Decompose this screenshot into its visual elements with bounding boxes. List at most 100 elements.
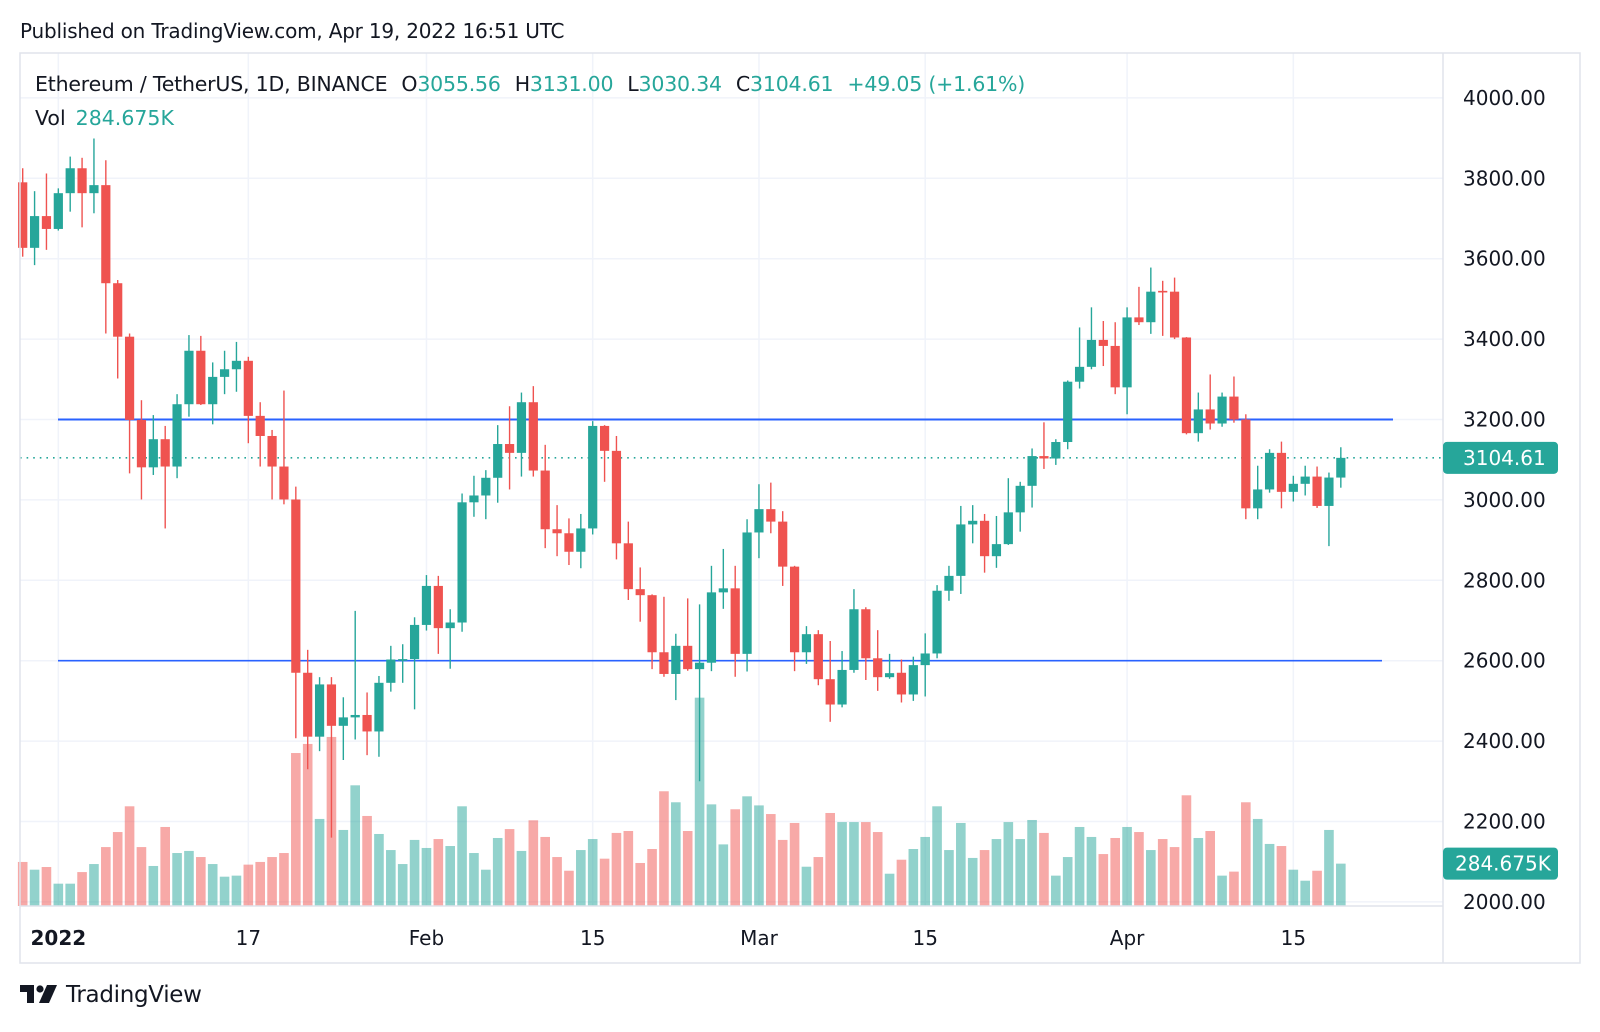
y-tick-label: 3800.00: [1463, 166, 1546, 190]
volume-bar: [908, 849, 919, 906]
candle: [576, 513, 586, 569]
candle-body: [172, 404, 182, 467]
candle: [184, 335, 194, 417]
candle: [778, 511, 788, 586]
volume-bar: [231, 875, 242, 906]
volume-bar: [671, 802, 681, 906]
candle-body: [1003, 512, 1013, 545]
candle: [1205, 374, 1215, 430]
candle: [18, 168, 28, 257]
candle-body: [1039, 456, 1049, 459]
candle-body: [599, 425, 610, 451]
candle-body: [433, 585, 443, 629]
candle: [1324, 472, 1334, 547]
volume-bar: [576, 850, 586, 906]
candle: [968, 505, 978, 544]
close-label: C: [735, 72, 751, 96]
candle: [1027, 448, 1037, 508]
candle-body: [1169, 291, 1180, 338]
candle: [314, 677, 325, 752]
volume-bar: [267, 857, 277, 906]
time-axis: 2022 17 Feb 15 Mar 15 Apr 15: [30, 926, 1306, 950]
candle-body: [671, 645, 681, 674]
x-tick-label: Mar: [740, 926, 779, 950]
volume-bar: [433, 839, 444, 906]
candle-body: [754, 509, 764, 533]
candle-body: [979, 520, 990, 557]
candle: [374, 675, 384, 757]
volume-bar: [682, 831, 693, 906]
volume-bar: [1039, 832, 1049, 906]
candle: [457, 493, 467, 632]
volume-bar: [932, 806, 942, 906]
volume-bar: [647, 849, 657, 906]
candle-body: [1158, 290, 1168, 293]
volume-bar: [884, 873, 895, 906]
volume-bar: [1122, 826, 1132, 906]
x-tick-label: 15: [912, 926, 937, 950]
horizontal-lines: [20, 418, 1443, 662]
volume-bar: [124, 806, 135, 906]
last-price-badge-text: 3104.61: [1463, 446, 1546, 470]
volume-bar: [53, 883, 64, 906]
change-value: +49.05 (+1.61%): [847, 72, 1026, 96]
volume-bar: [516, 850, 527, 906]
candle-body: [1229, 396, 1239, 420]
candle: [433, 575, 443, 654]
volume-bar: [291, 753, 301, 906]
open-label: O: [401, 72, 418, 96]
candle: [1110, 322, 1120, 395]
high-label: H: [514, 72, 530, 96]
y-tick-label: 4000.00: [1463, 86, 1546, 110]
candle-body: [314, 684, 325, 737]
volume-bar: [421, 847, 432, 906]
candle-body: [291, 499, 301, 673]
volume-bar: [1027, 819, 1037, 906]
volume-bar: [504, 829, 515, 906]
volume-bar: [255, 861, 265, 906]
candle: [77, 157, 87, 228]
volume-bar: [801, 866, 812, 906]
candle: [101, 160, 111, 334]
volume-bar: [967, 857, 978, 906]
volume-bar: [587, 839, 598, 906]
candle: [279, 390, 289, 505]
published-caption: Published on TradingView.com, Apr 19, 20…: [20, 19, 565, 43]
candle-body: [873, 658, 883, 678]
candle: [231, 341, 242, 392]
candle: [445, 609, 455, 669]
candle: [1288, 475, 1298, 502]
last-volume-badge-text: 284.675K: [1455, 852, 1552, 876]
candle: [243, 356, 253, 444]
candle: [421, 575, 432, 631]
candle: [386, 645, 396, 692]
volume-bar: [65, 883, 75, 906]
candle: [1336, 447, 1346, 488]
candle: [1181, 337, 1192, 435]
candle-body: [789, 566, 800, 653]
candle: [1146, 267, 1156, 334]
candle: [1122, 307, 1132, 415]
x-tick-label: 2022: [30, 926, 86, 950]
volume-bar: [944, 850, 954, 906]
candle-body: [136, 419, 147, 468]
candle-body: [1241, 419, 1251, 509]
volume-bar: [219, 876, 230, 906]
candle-body: [89, 185, 99, 194]
candle-body: [564, 533, 574, 552]
candle-body: [457, 502, 467, 623]
candle: [564, 518, 574, 566]
volume-bar: [1074, 826, 1085, 906]
candle-body: [1181, 337, 1192, 434]
candle-body: [813, 634, 823, 680]
candle: [813, 630, 823, 686]
y-tick-label: 2000.00: [1463, 890, 1546, 914]
candle-body: [968, 520, 978, 525]
candle-body: [77, 168, 87, 194]
candle-body: [326, 684, 337, 726]
volume-bar: [1181, 795, 1192, 906]
candle-body: [1098, 339, 1108, 346]
candle-body: [445, 622, 455, 629]
candle-body: [920, 653, 930, 666]
